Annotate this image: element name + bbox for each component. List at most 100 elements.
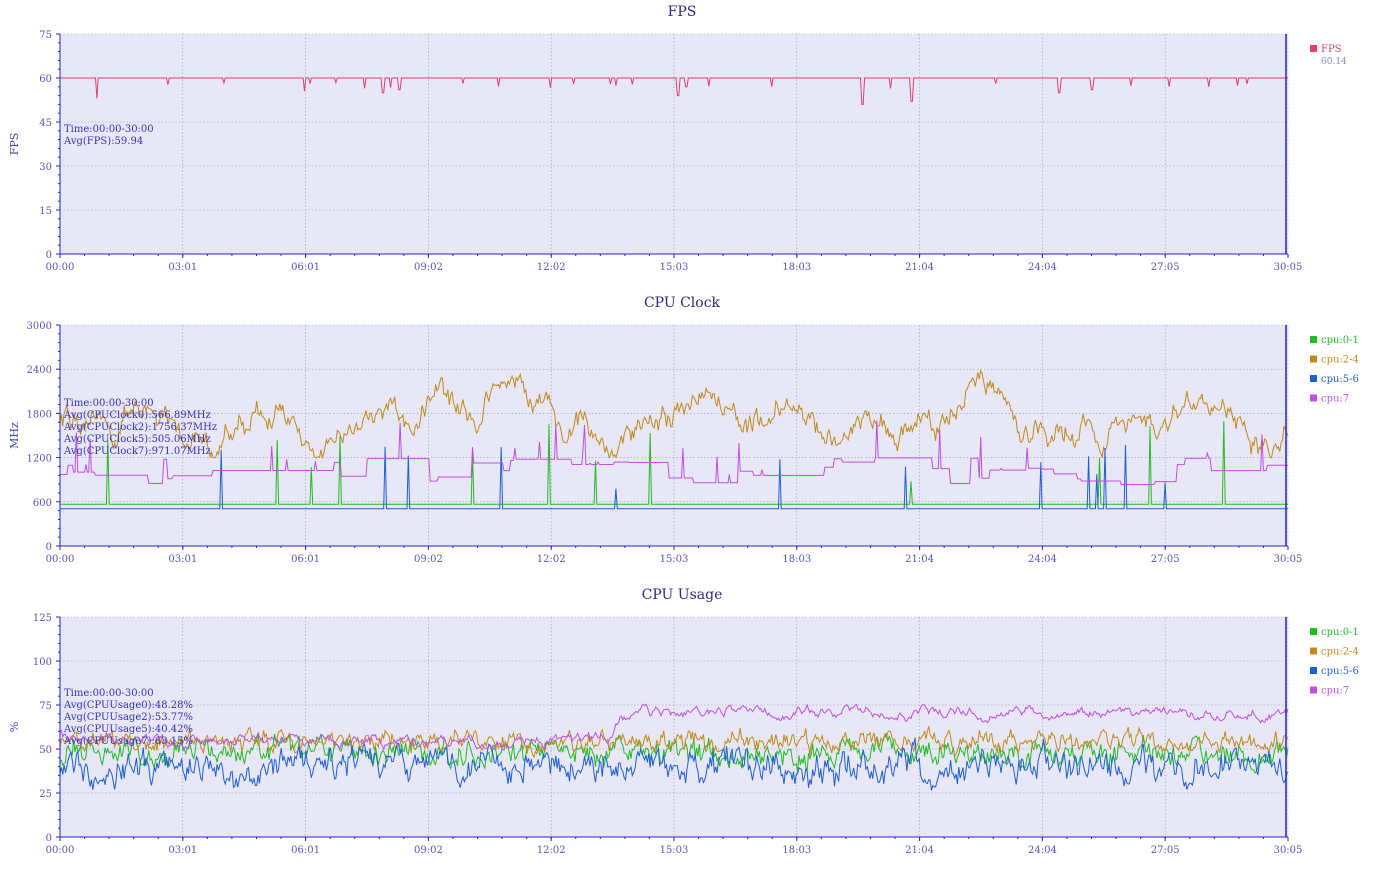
x-tick-label: 06:01 [291,554,320,565]
chart-panel-2: CPU Usage 0 25 50 75 100 125 00:00 03:01 06:01 09:… [8,587,1359,856]
legend-label: cpu:0-1 [1321,627,1359,638]
annotation-line: Time:00:00-30:00 [64,688,154,699]
x-tick-label: 21:04 [905,262,934,273]
series-line-cpu:7 [59,703,1289,752]
y-tick-label: 0 [46,833,52,844]
x-tick-label: 15:03 [660,262,689,273]
legend-swatch [1310,628,1317,635]
x-tick-label: 00:00 [46,845,75,856]
chart-panel-1: CPU Clock 0 600 1200 1800 2400 3000 00:00 03:01 0… [8,295,1359,565]
x-tick-label: 09:02 [414,845,443,856]
x-tick-label: 09:02 [414,262,443,273]
y-tick-label: 75 [39,701,52,712]
x-tick-label: 06:01 [291,262,320,273]
x-tick-label: 27:05 [1151,262,1180,273]
series-line-cpu:0-1 [60,421,1288,505]
y-tick-label: 1200 [27,454,52,465]
y-tick-label: 100 [33,657,52,668]
x-tick-label: 27:05 [1151,554,1180,565]
y-tick-label: 600 [33,498,52,509]
x-tick-label: 15:03 [660,554,689,565]
x-tick-label: 00:00 [46,554,75,565]
annotation-line: Avg(CPUClock2):1756.37MHz [63,422,217,433]
annotation-line: Avg(CPUUsage0):48.28% [63,700,193,711]
y-tick-label: 3000 [27,321,52,332]
x-tick-label: 30:05 [1274,262,1303,273]
legend-swatch [1310,394,1317,402]
x-tick-label: 12:02 [537,554,566,565]
x-tick-label: 15:03 [660,845,689,856]
x-tick-label: 00:00 [46,262,75,273]
legend-label: cpu:5-6 [1321,666,1359,677]
y-tick-label: 25 [39,789,52,800]
y-tick-label: 75 [39,30,52,41]
x-tick-label: 24:04 [1028,554,1057,565]
legend-swatch [1310,45,1317,52]
x-tick-label: 21:04 [905,554,934,565]
x-tick-label: 24:04 [1028,845,1057,856]
annotation-line: Time:00:00-30:00 [64,398,154,409]
x-tick-label: 30:05 [1274,554,1303,565]
x-tick-label: 12:02 [537,845,566,856]
y-tick-label: 60 [39,74,52,85]
series-line-FPS [60,77,1288,105]
x-tick-label: 09:02 [414,554,443,565]
x-tick-label: 03:01 [168,845,197,856]
annotation-line: Time:00:00-30:00 [64,124,154,135]
y-tick-label: 0 [46,542,52,553]
legend-label: cpu:0-1 [1321,335,1359,346]
y-tick-label: 15 [39,206,52,217]
y-axis-label: MHz [8,422,21,449]
annotation-line: Avg(CPUClock0):566.89MHz [63,410,211,421]
legend-label: cpu:2-4 [1321,647,1359,658]
plot-area [60,325,1288,546]
x-tick-label: 27:05 [1151,845,1180,856]
x-tick-label: 18:03 [782,554,811,565]
chart-title: CPU Clock [644,295,721,311]
legend-swatch [1310,375,1317,382]
x-tick-label: 21:04 [905,845,934,856]
y-axis-label: FPS [8,133,21,156]
legend-swatch [1310,647,1317,655]
y-tick-label: 2400 [27,365,52,376]
annotation-line: Avg(CPUUsage2):53.77% [63,712,193,723]
legend-label: cpu:2-4 [1321,355,1359,366]
legend-swatch [1310,667,1317,674]
y-tick-label: 50 [39,745,52,756]
legend-label: FPS [1321,44,1342,55]
annotation-line: Avg(CPUUsage7):63.15% [63,736,193,747]
y-tick-label: 30 [39,162,52,173]
series-line-cpu:2-4 [59,369,1289,460]
x-tick-label: 18:03 [782,262,811,273]
x-tick-label: 06:01 [291,845,320,856]
legend-label: cpu:7 [1321,394,1349,405]
y-tick-label: 1800 [27,409,52,420]
annotation-line: Avg(FPS):59.94 [63,136,143,147]
legend-swatch [1310,355,1317,363]
legend-label: cpu:5-6 [1321,374,1359,385]
legend-sub-value: 60.14 [1321,57,1347,67]
series-line-cpu:5-6 [60,444,1288,510]
y-tick-label: 45 [39,118,52,129]
x-tick-label: 18:03 [782,845,811,856]
x-tick-label: 03:01 [168,554,197,565]
chart-title: CPU Usage [642,587,723,603]
y-tick-label: 0 [46,250,52,261]
annotation-line: Avg(CPUUsage5):40.42% [63,724,193,735]
legend-swatch [1310,336,1317,343]
x-tick-label: 12:02 [537,262,566,273]
x-tick-label: 30:05 [1274,845,1303,856]
y-axis-label: % [8,722,21,732]
series-line-cpu:5-6 [59,737,1289,791]
chart-panel-0: FPS 0 15 30 45 60 75 00:00 03:01 06:01 09:02 12:02 1… [8,4,1347,273]
legend-swatch [1310,686,1317,694]
x-tick-label: 03:01 [168,262,197,273]
x-tick-label: 24:04 [1028,262,1057,273]
annotation-line: Avg(CPUClock7):971.07MHz [63,446,211,457]
annotation-line: Avg(CPUClock5):505.06MHz [63,434,211,445]
legend-label: cpu:7 [1321,686,1349,697]
chart-title: FPS [668,4,697,20]
y-tick-label: 125 [33,613,52,624]
series-line-cpu:7 [60,420,1288,485]
